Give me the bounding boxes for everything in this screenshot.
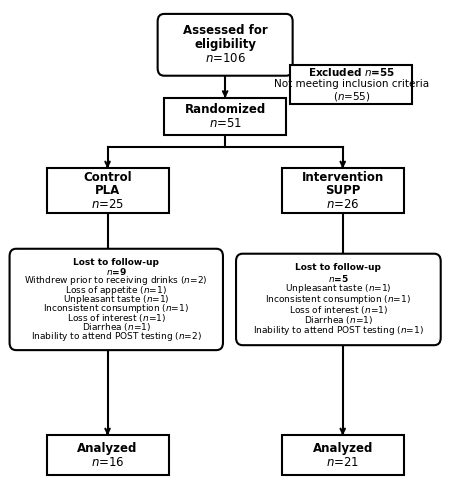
Text: Loss of interest ($n$=1): Loss of interest ($n$=1) bbox=[67, 312, 166, 324]
Text: Lost to follow-up: Lost to follow-up bbox=[296, 264, 381, 272]
Text: $n$=25: $n$=25 bbox=[91, 198, 124, 210]
Text: Analyzed: Analyzed bbox=[77, 442, 138, 455]
Text: Unpleasant taste ($n$=1): Unpleasant taste ($n$=1) bbox=[285, 282, 392, 296]
FancyBboxPatch shape bbox=[282, 168, 404, 213]
FancyBboxPatch shape bbox=[47, 168, 169, 213]
Text: Diarrhea ($n$=1): Diarrhea ($n$=1) bbox=[304, 314, 373, 326]
Text: eligibility: eligibility bbox=[194, 38, 256, 52]
Text: Analyzed: Analyzed bbox=[313, 442, 373, 455]
FancyBboxPatch shape bbox=[290, 64, 412, 104]
Text: SUPP: SUPP bbox=[325, 184, 360, 197]
FancyBboxPatch shape bbox=[164, 98, 286, 135]
Text: Not meeting inclusion criteria: Not meeting inclusion criteria bbox=[274, 80, 429, 90]
FancyBboxPatch shape bbox=[9, 249, 223, 350]
FancyBboxPatch shape bbox=[47, 436, 169, 475]
Text: $n$=5: $n$=5 bbox=[328, 273, 349, 284]
FancyBboxPatch shape bbox=[282, 436, 404, 475]
Text: Inconsistent consumption ($n$=1): Inconsistent consumption ($n$=1) bbox=[43, 302, 189, 315]
Text: $n$=26: $n$=26 bbox=[326, 198, 360, 210]
Text: Inability to attend POST testing ($n$=2): Inability to attend POST testing ($n$=2) bbox=[31, 330, 202, 343]
Text: ($n$=55): ($n$=55) bbox=[333, 90, 370, 103]
Text: Excluded $n$=55: Excluded $n$=55 bbox=[308, 66, 395, 78]
Text: Randomized: Randomized bbox=[184, 103, 266, 116]
Text: Loss of interest ($n$=1): Loss of interest ($n$=1) bbox=[289, 304, 388, 316]
Text: $n$=106: $n$=106 bbox=[205, 52, 246, 65]
FancyBboxPatch shape bbox=[158, 14, 292, 76]
Text: $n$=16: $n$=16 bbox=[91, 456, 124, 468]
Text: Control: Control bbox=[83, 170, 132, 183]
Text: Assessed for: Assessed for bbox=[183, 24, 267, 38]
Text: Intervention: Intervention bbox=[302, 170, 384, 183]
Text: Diarrhea ($n$=1): Diarrhea ($n$=1) bbox=[82, 322, 151, 334]
Text: Loss of appetite ($n$=1): Loss of appetite ($n$=1) bbox=[65, 284, 167, 296]
FancyBboxPatch shape bbox=[236, 254, 441, 345]
Text: Lost to follow-up: Lost to follow-up bbox=[73, 258, 159, 266]
Text: Inconsistent consumption ($n$=1): Inconsistent consumption ($n$=1) bbox=[266, 293, 411, 306]
Text: Unpleasant taste ($n$=1): Unpleasant taste ($n$=1) bbox=[63, 293, 170, 306]
Text: PLA: PLA bbox=[95, 184, 120, 197]
Text: Withdrew prior to receiving drinks ($n$=2): Withdrew prior to receiving drinks ($n$=… bbox=[24, 274, 208, 287]
Text: Inability to attend POST testing ($n$=1): Inability to attend POST testing ($n$=1) bbox=[253, 324, 424, 338]
Text: $n$=9: $n$=9 bbox=[106, 266, 127, 277]
Text: $n$=51: $n$=51 bbox=[208, 117, 242, 130]
Text: $n$=21: $n$=21 bbox=[326, 456, 359, 468]
